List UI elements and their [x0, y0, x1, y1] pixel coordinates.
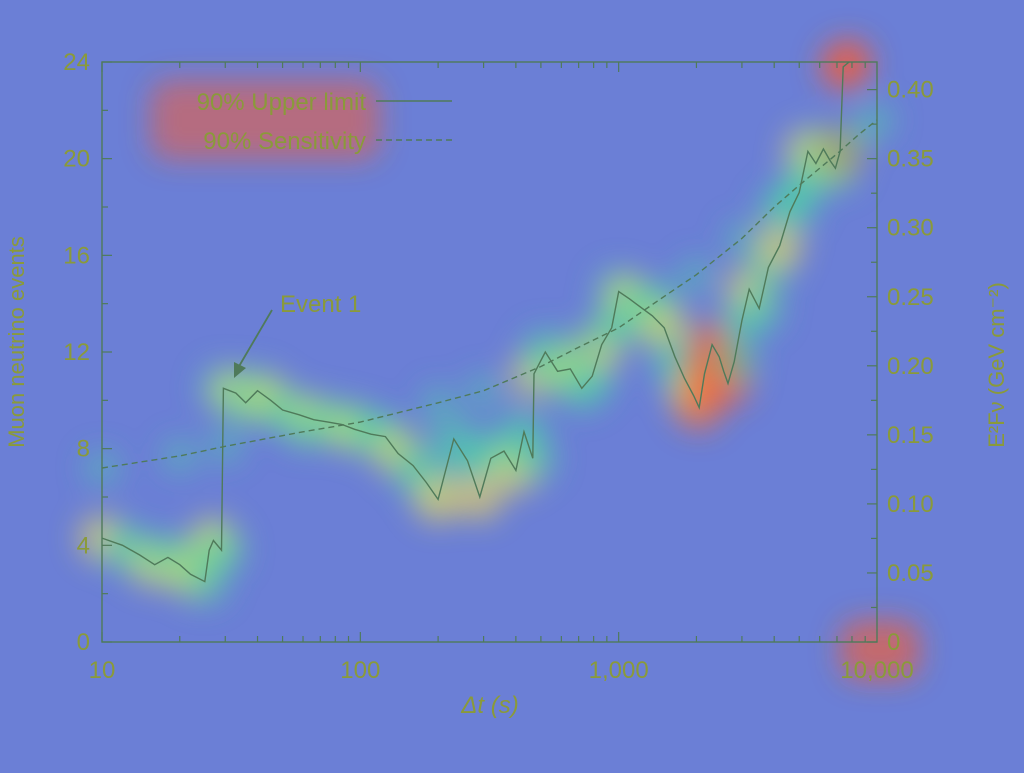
y-tick-label: 12 [63, 339, 90, 366]
annotation-arrow-head [234, 362, 246, 378]
y2-tick-label: 0.30 [887, 215, 934, 242]
x-axis-label: Δt (s) [460, 692, 518, 719]
y2-tick-label: 0 [887, 629, 900, 656]
x-tick-label: 10 [89, 657, 116, 684]
legend-label-sensitivity: 90% Sensitivity [203, 128, 366, 155]
sensitivity-line [101, 119, 878, 469]
y2-tick-label: 0.40 [887, 77, 934, 104]
heat-blob [781, 167, 818, 204]
legend: 90% Upper limit 90% Sensitivity [197, 89, 452, 155]
legend-label-upper-limit: 90% Upper limit [197, 89, 367, 116]
axis-ticks [101, 61, 877, 643]
annotation-arrow-shaft [237, 309, 273, 369]
x-tick-label: 1,000 [589, 657, 649, 684]
y-tick-label: 0 [77, 629, 90, 656]
y-tick-label: 4 [77, 532, 90, 559]
y-axis-label-right: E²Fν (GeV cm⁻²) [984, 282, 1009, 448]
heat-blob [840, 620, 920, 680]
annotation-label: Event 1 [280, 291, 361, 318]
heat-blob [465, 372, 502, 409]
y-tick-label: 20 [63, 146, 90, 173]
tick-labels: 10 100 1,000 10,0000481216202400.050.100.15… [63, 49, 933, 684]
y2-tick-label: 0.10 [887, 491, 934, 518]
y2-tick-label: 0.20 [887, 353, 934, 380]
upper-limit-line [101, 61, 850, 583]
y-tick-label: 16 [63, 242, 90, 269]
y2-tick-label: 0.25 [887, 284, 934, 311]
event-annotation: Event 1 [234, 291, 361, 378]
series-layer [101, 61, 878, 583]
x-tick-label: 100 [340, 657, 380, 684]
heat-blob [600, 309, 637, 346]
y-tick-label: 8 [77, 436, 90, 463]
y2-tick-label: 0.05 [887, 560, 934, 587]
heat-blob [161, 437, 198, 474]
y2-tick-label: 0.35 [887, 146, 934, 173]
heat-blob [150, 80, 380, 160]
y2-tick-label: 0.15 [887, 422, 934, 449]
y-axis-label-left: Muon neutrino events [4, 236, 29, 448]
y-tick-label: 24 [63, 49, 90, 76]
x-tick-label: 10,000 [840, 657, 913, 684]
